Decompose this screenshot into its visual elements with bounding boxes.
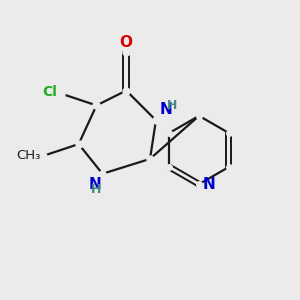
Text: N: N	[203, 177, 216, 192]
Text: H: H	[167, 99, 177, 112]
Text: Cl: Cl	[42, 85, 57, 99]
Text: O: O	[120, 35, 133, 50]
Text: CH₃: CH₃	[16, 149, 40, 162]
Text: N: N	[88, 177, 101, 192]
Text: N: N	[160, 102, 172, 117]
Text: H: H	[91, 183, 101, 196]
